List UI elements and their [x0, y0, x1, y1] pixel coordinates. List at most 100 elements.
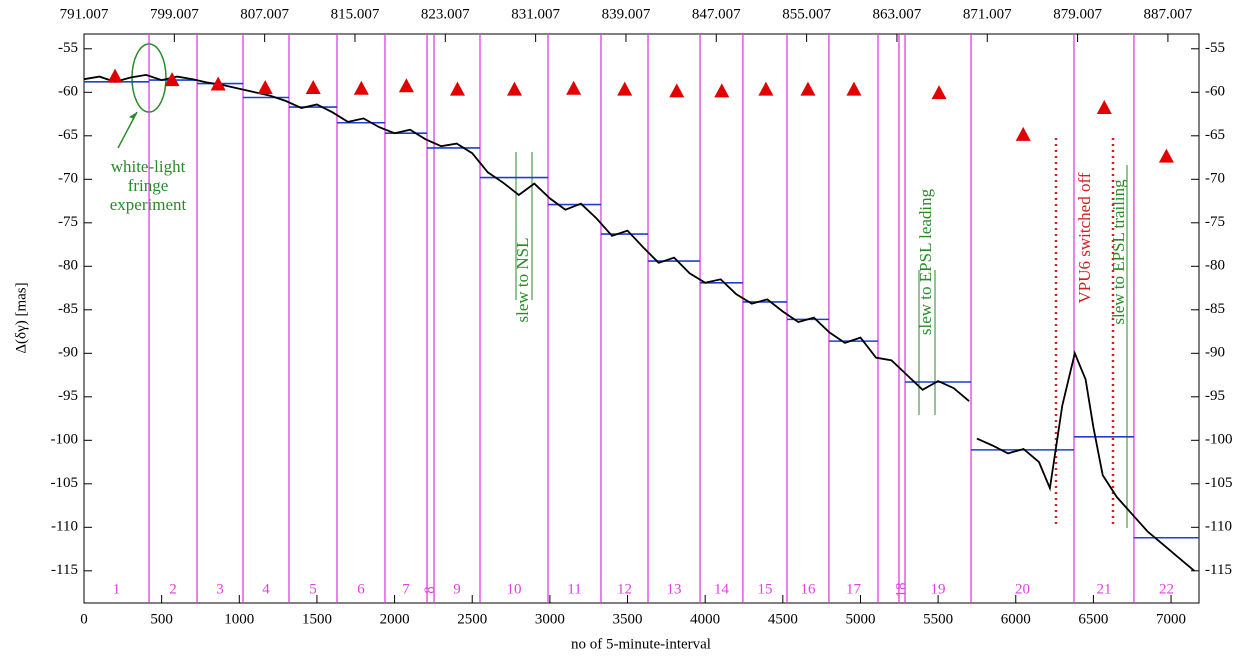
y-tick-label: -60: [58, 84, 78, 100]
x-tick-label: 2500: [457, 611, 487, 627]
y-tick-label: -70: [58, 171, 78, 187]
triangle-marker: [257, 79, 273, 94]
y-tick-label: -85: [1205, 301, 1225, 317]
segment-label: 6: [357, 581, 365, 597]
triangle-marker: [714, 83, 730, 98]
y-tick-label: -65: [58, 127, 78, 143]
triangle-marker: [305, 79, 321, 94]
y-tick-label: -80: [58, 258, 78, 274]
segment-label: 20: [1015, 581, 1030, 597]
y-axis-label: Δ(δγ) [mas]: [13, 282, 29, 353]
x2-tick-label: 807.007: [240, 6, 289, 22]
y-tick-label: -75: [58, 214, 78, 230]
arrow-head: [129, 112, 137, 119]
annotations: white-light fringe experiment slew to NS…: [110, 43, 1128, 528]
x-tick-label: 2000: [380, 611, 410, 627]
segment-label: 10: [507, 581, 522, 597]
triangle-marker: [1096, 99, 1112, 114]
y-tick-label: -90: [58, 345, 78, 361]
x-tick-label: 3000: [535, 611, 565, 627]
triangle-marker: [800, 81, 816, 96]
y-tick-label: -65: [1205, 127, 1225, 143]
x-axis-label: no of 5-minute-interval: [571, 636, 711, 652]
x2-tick-label: 855.007: [782, 6, 831, 22]
x2-tick-label: 831.007: [511, 6, 560, 22]
segment-label: 21: [1096, 581, 1111, 597]
y-tick-label: -100: [1205, 432, 1233, 448]
x2-tick-label: 863.007: [873, 6, 922, 22]
annotation: VPU6 switched off: [1075, 172, 1094, 303]
segment-label: 17: [846, 581, 862, 597]
y-tick-label: -110: [51, 519, 78, 535]
segment-label: 2: [169, 581, 177, 597]
x-tick-label: 5000: [845, 611, 875, 627]
y-tick-label: -80: [1205, 258, 1225, 274]
segment-label: 3: [216, 581, 224, 597]
segment-label: 9: [453, 581, 461, 597]
y-tick-label: -115: [1205, 562, 1232, 578]
triangle-marker: [1158, 148, 1174, 163]
x-tick-label: 6000: [1001, 611, 1031, 627]
x2-tick-label: 879.007: [1053, 6, 1102, 22]
segment-label: 5: [309, 581, 317, 597]
x-tick-label: 3500: [613, 611, 643, 627]
triangle-marker: [353, 80, 369, 95]
x2-tick-label: 887.007: [1144, 6, 1193, 22]
triangle-marker: [669, 83, 685, 98]
triangle-marker: [506, 81, 522, 96]
y-tick-label: -55: [1205, 40, 1225, 56]
segment-label: 7: [402, 581, 410, 597]
y-tick-label: -100: [51, 432, 79, 448]
annotation: fringe: [128, 176, 169, 195]
x-tick-label: 6500: [1078, 611, 1108, 627]
y-tick-label: -95: [58, 388, 78, 404]
triangle-marker: [107, 68, 123, 83]
annotation: slew to EPSL leading: [916, 188, 935, 335]
y-tick-label: -75: [1205, 214, 1225, 230]
triangle-marker: [846, 81, 862, 96]
segment-label: 13: [667, 581, 682, 597]
y-tick-label: -60: [1205, 84, 1225, 100]
triangle-marker: [164, 72, 180, 87]
x-tick-label: 4000: [690, 611, 720, 627]
triangle-marker: [210, 76, 226, 91]
y-tick-label: -105: [1205, 475, 1233, 491]
annotation: experiment: [110, 195, 187, 214]
segment-label: 4: [262, 581, 270, 597]
y-tick-label: -95: [1205, 388, 1225, 404]
x2-tick-label: 847.007: [692, 6, 741, 22]
triangle-marker: [398, 78, 414, 93]
x-tick-label: 7000: [1156, 611, 1186, 627]
segment-label: 1: [113, 581, 121, 597]
annotation: slew to NSL: [513, 238, 532, 323]
triangle-marker: [449, 81, 465, 96]
annotation: white-light: [111, 157, 186, 176]
y-tick-label: -70: [1205, 171, 1225, 187]
triangle-marker: [931, 85, 947, 100]
x2-tick-label: 791.007: [60, 6, 109, 22]
segment-label: 14: [714, 581, 730, 597]
x2-tick-label: 839.007: [602, 6, 651, 22]
plot-frame: [83, 33, 1200, 604]
x2-tick-label: 799.007: [150, 6, 199, 22]
y-tick-label: -90: [1205, 345, 1225, 361]
x-tick-label: 5500: [923, 611, 953, 627]
x-tick-label: 4500: [768, 611, 798, 627]
triangle-marker: [1015, 126, 1031, 141]
y-tick-label: -110: [1205, 519, 1232, 535]
x2-tick-label: 823.007: [421, 6, 470, 22]
x-tick-label: 500: [150, 611, 173, 627]
x2-tick-label: 871.007: [963, 6, 1012, 22]
segment-label: 19: [931, 581, 946, 597]
segment-label: 16: [800, 581, 816, 597]
x-tick-label: 1000: [224, 611, 254, 627]
segment-label: 18: [893, 583, 909, 598]
y-tick-label: -85: [58, 301, 78, 317]
y-tick-label: -115: [51, 562, 78, 578]
segment-label: 22: [1159, 581, 1174, 597]
y-tick-label: -55: [58, 40, 78, 56]
x2-tick-label: 815.007: [331, 6, 380, 22]
x-tick-label: 1500: [302, 611, 332, 627]
